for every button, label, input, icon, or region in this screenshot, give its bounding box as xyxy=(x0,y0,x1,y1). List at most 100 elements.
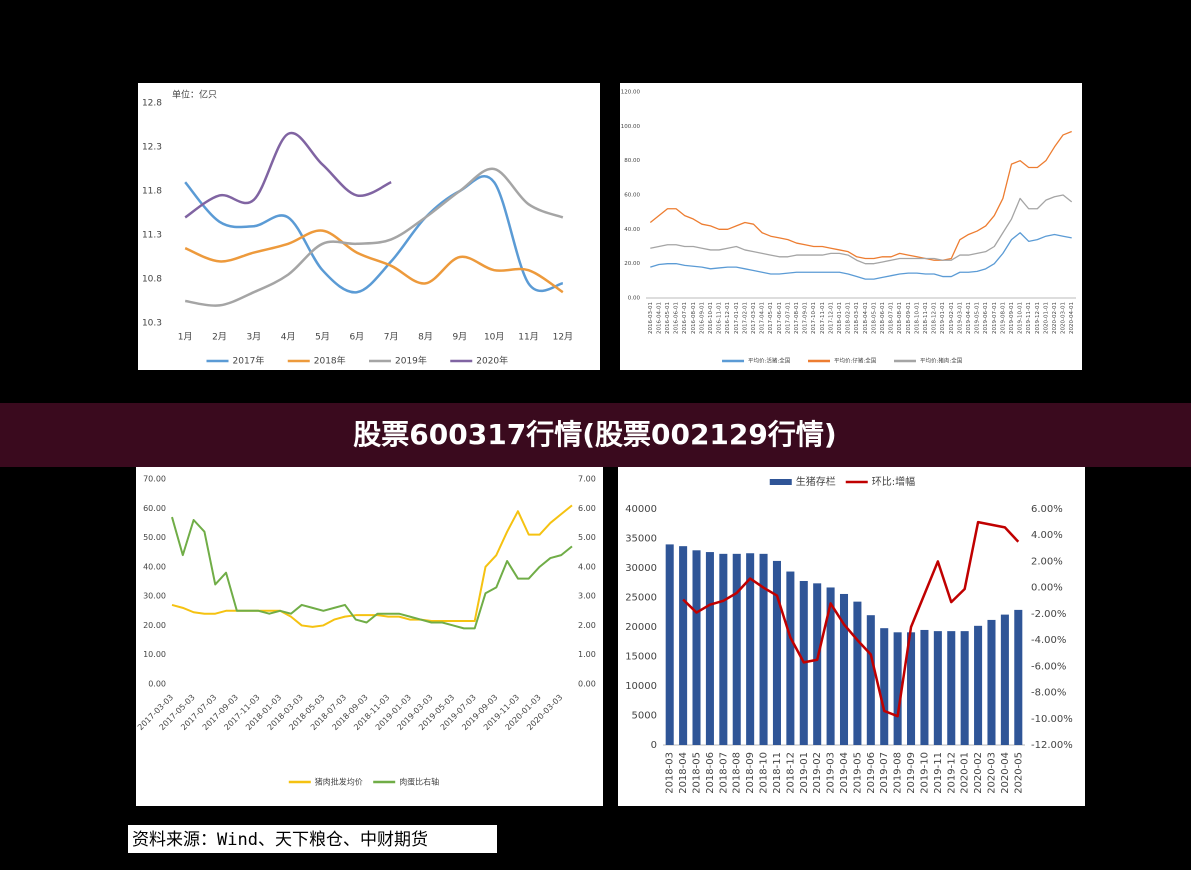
x-tick-label: 2016-03-01 xyxy=(648,302,654,334)
y-tick-label: 30000 xyxy=(625,563,657,574)
x-tick-label: 2017-09-01 xyxy=(803,302,809,334)
x-tick-label: 1月 xyxy=(178,332,193,343)
x-tick-label: 2018-04 xyxy=(678,752,689,794)
x-tick-label: 9月 xyxy=(452,332,467,343)
y-tick-label: 40.00 xyxy=(143,562,166,571)
bar xyxy=(786,571,795,745)
line xyxy=(650,194,1073,265)
x-tick-label: 2018-08-01 xyxy=(897,302,903,334)
x-tick-label: 2019-04 xyxy=(839,752,850,794)
x-tick-label: 2019-12 xyxy=(946,752,957,794)
x-tick-label: 2016-05-01 xyxy=(665,302,671,334)
y-tick-label: 40000 xyxy=(625,504,657,515)
bar xyxy=(839,593,849,745)
source-note: 资料来源：Wind、天下粮仓、中财期货 xyxy=(132,830,428,850)
y-tick-label: 30.00 xyxy=(143,592,166,601)
y2-tick-label: 5.00 xyxy=(578,533,596,542)
line xyxy=(184,167,564,307)
y-tick-label: 0.00 xyxy=(148,680,166,689)
y-tick-label: 20000 xyxy=(625,622,657,633)
y2-tick-label: 2.00% xyxy=(1031,556,1063,567)
y-tick-label: 60.00 xyxy=(143,504,166,513)
bar xyxy=(759,553,768,745)
bar xyxy=(933,631,942,745)
legend-label: 平均价:猪肉:全国 xyxy=(920,357,963,365)
x-tick-label: 2019-05-01 xyxy=(975,302,981,334)
x-tick-label: 2018-12-01 xyxy=(932,302,938,334)
y-tick-label: 10.8 xyxy=(142,275,162,285)
x-tick-label: 2018-09 xyxy=(745,752,756,794)
x-tick-label: 2018-02-01 xyxy=(846,302,852,334)
line xyxy=(650,232,1072,280)
x-tick-label: 2020-01 xyxy=(960,752,971,794)
y-tick-label: 50.00 xyxy=(143,533,166,542)
x-tick-label: 2018-01-01 xyxy=(837,302,843,334)
y-tick-label: 120.00 xyxy=(621,90,641,96)
y2-tick-label: 0.00% xyxy=(1031,583,1063,594)
x-tick-label: 2月 xyxy=(212,332,227,343)
x-tick-label: 2017-06-01 xyxy=(777,302,783,334)
bar xyxy=(826,587,835,745)
x-tick-label: 2018-10 xyxy=(759,752,770,794)
x-tick-label: 2019-02 xyxy=(812,752,823,794)
bar xyxy=(692,550,701,745)
line xyxy=(184,229,564,294)
x-tick-label: 12月 xyxy=(553,332,573,343)
x-tick-label: 3月 xyxy=(246,332,261,343)
x-tick-label: 2018-03-01 xyxy=(854,302,860,334)
y2-tick-label: 6.00 xyxy=(578,504,596,513)
x-tick-label: 2019-09-01 xyxy=(1009,302,1015,334)
x-tick-label: 2019-10 xyxy=(919,752,930,794)
banner-title: 股票600317行情(股票002129行情) xyxy=(353,418,836,451)
x-tick-label: 2019-11 xyxy=(933,752,944,794)
x-tick-label: 2017-04-01 xyxy=(760,302,766,334)
y-tick-label: 100.00 xyxy=(621,124,641,130)
y-tick-label: 80.00 xyxy=(624,158,640,164)
bar xyxy=(893,632,902,745)
y-tick-label: 0 xyxy=(651,740,657,751)
legend-label: 猪肉批发均价 xyxy=(315,777,363,787)
legend-label: 平均价:活猪:全国 xyxy=(748,357,791,365)
x-tick-label: 2018-06 xyxy=(705,752,716,794)
x-tick-label: 2020-02 xyxy=(973,752,984,794)
x-tick-label: 2019-10-01 xyxy=(1018,302,1024,334)
x-tick-label: 2017-05-01 xyxy=(768,302,774,334)
panel xyxy=(620,83,1082,370)
line xyxy=(184,131,392,219)
y-tick-label: 15000 xyxy=(625,652,657,663)
x-tick-label: 2017-12-01 xyxy=(828,302,834,334)
x-tick-label: 2016-09-01 xyxy=(699,302,705,334)
panel xyxy=(136,463,603,806)
legend-label: 肉蛋比右轴 xyxy=(399,777,439,787)
legend-label: 2018年 xyxy=(314,355,346,367)
legend-swatch xyxy=(769,479,792,485)
y-tick-label: 12.8 xyxy=(142,99,162,109)
line xyxy=(171,516,573,630)
bar xyxy=(866,615,875,745)
legend-label: 环比:增幅 xyxy=(872,475,915,488)
bar xyxy=(987,619,996,745)
x-tick-label: 2017-03-01 xyxy=(751,302,757,334)
x-tick-label: 2018-03 xyxy=(665,752,676,794)
x-tick-label: 2019-08 xyxy=(893,752,904,794)
x-tick-label: 2018-06-01 xyxy=(880,302,886,334)
y-tick-label: 40.00 xyxy=(624,227,640,233)
bar xyxy=(1000,614,1009,745)
y-tick-label: 20.00 xyxy=(143,621,166,630)
x-tick-label: 2018-05-01 xyxy=(871,302,877,334)
x-tick-label: 2020-04-01 xyxy=(1069,302,1075,334)
unit-label: 单位：亿只 xyxy=(172,89,217,101)
x-tick-label: 2016-10-01 xyxy=(708,302,714,334)
bar xyxy=(679,546,688,745)
line xyxy=(184,175,564,294)
x-tick-label: 10月 xyxy=(484,332,504,343)
x-tick-label: 2018-04-01 xyxy=(863,302,869,334)
line xyxy=(682,520,1020,718)
bar xyxy=(1014,609,1023,745)
y2-tick-label: 0.00 xyxy=(578,680,596,689)
x-tick-label: 2019-05 xyxy=(852,752,863,794)
x-tick-label: 2019-12-01 xyxy=(1035,302,1041,334)
bar xyxy=(853,601,862,745)
bar xyxy=(665,544,674,745)
